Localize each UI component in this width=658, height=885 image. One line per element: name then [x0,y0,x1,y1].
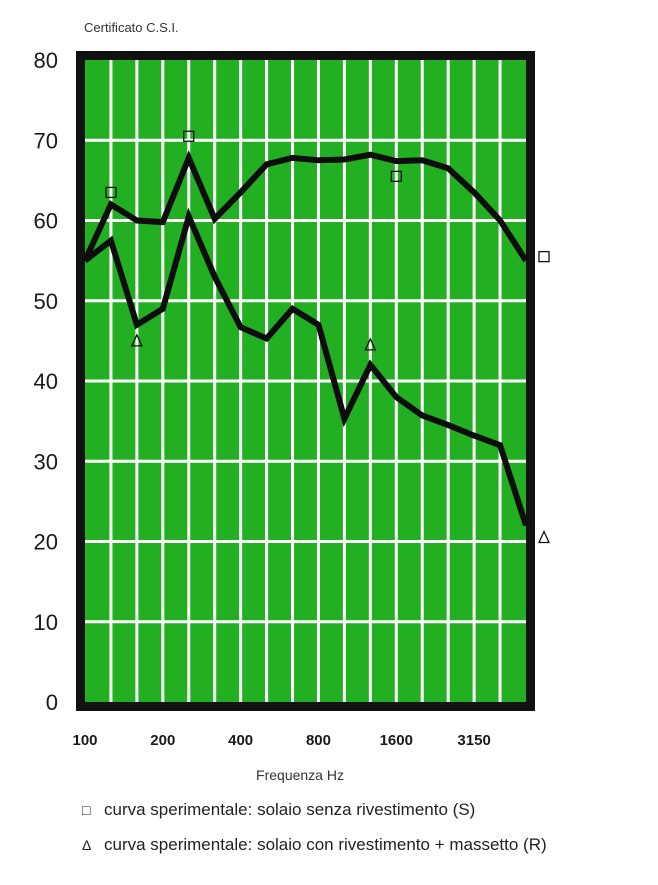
y-tick-label: 60 [34,209,58,234]
y-tick-label: 50 [34,289,58,314]
legend-label-r: curva sperimentale: solaio con rivestime… [104,835,547,854]
x-tick-label: 400 [228,732,253,749]
triangle-data-marker [130,333,143,347]
square-data-marker [105,186,117,199]
square-data-marker [390,170,402,183]
square-data-marker [538,250,550,263]
x-tick-label: 100 [72,732,97,749]
x-tick-label: 3150 [457,732,490,749]
triangle-marker-icon: Δ [82,837,92,853]
x-tick-label: 200 [150,732,175,749]
certificate-label: Certificato C.S.I. [84,20,179,35]
x-axis-label: Frequenza Hz [256,767,344,783]
series-line-s [82,150,529,263]
x-tick-label: 1600 [380,732,413,749]
chart-svg: 0 10 20 30 40 50 60 70 80 100 200 400 800 1600 3150 [34,48,551,749]
y-tick-label: 40 [34,369,58,394]
series-line-r [83,207,529,527]
y-tick-label: 10 [34,610,58,635]
y-tick-label: 70 [34,128,58,153]
square-marker-icon: □ [82,802,91,818]
legend-item-s: □ curva sperimentale: solaio senza rivest… [82,800,475,820]
triangle-data-marker [364,337,377,351]
triangle-data-marker [537,529,551,544]
y-tick-label: 80 [34,48,58,73]
y-tick-label: 0 [46,690,58,715]
y-tick-label: 20 [34,530,58,555]
legend-label-s: curva sperimentale: solaio senza rivesti… [104,800,476,819]
y-tick-label: 30 [34,449,58,474]
x-tick-label: 800 [306,732,331,749]
square-data-marker [183,130,195,142]
